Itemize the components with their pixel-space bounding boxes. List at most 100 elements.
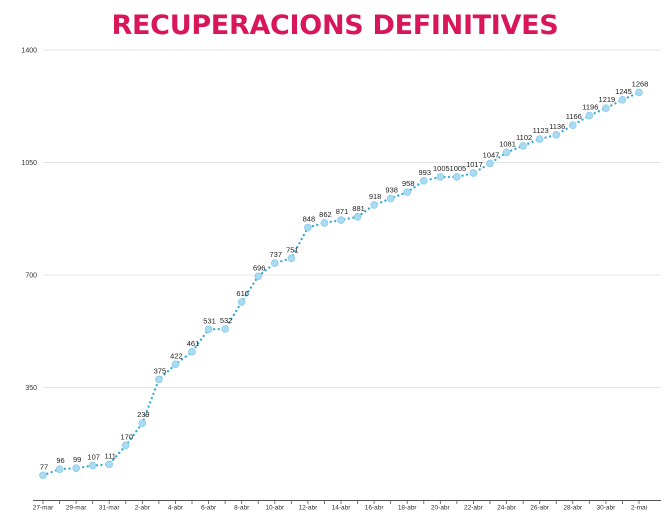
data-label: 461 <box>187 339 200 348</box>
data-point <box>304 223 312 232</box>
data-point <box>453 173 461 181</box>
data-label: 938 <box>385 186 398 195</box>
x-tick-label: 29-mar <box>66 505 87 512</box>
data-point <box>55 465 64 473</box>
data-point <box>618 96 627 104</box>
x-tick-label: 28-abr <box>563 505 583 512</box>
x-tick-label: 24-abr <box>497 505 517 512</box>
x-tick-label: 20-abr <box>431 505 451 512</box>
data-point <box>237 298 246 306</box>
data-label: 96 <box>56 456 64 465</box>
data-label: 862 <box>319 210 332 219</box>
data-label: 1123 <box>533 126 549 135</box>
data-label: 848 <box>303 214 316 223</box>
y-tick-label: 700 <box>25 273 37 280</box>
x-tick-label: 30-abr <box>596 505 616 512</box>
data-label: 1017 <box>466 160 483 169</box>
data-label: 375 <box>154 366 167 375</box>
data-label: 737 <box>270 250 283 259</box>
x-tick-label: 27-mar <box>33 505 54 512</box>
data-point <box>386 194 395 203</box>
data-point <box>370 201 378 209</box>
data-label: 1005 <box>433 164 450 173</box>
data-label: 99 <box>73 455 81 464</box>
data-points <box>39 88 643 480</box>
data-point <box>204 325 213 334</box>
data-point <box>39 471 47 480</box>
data-label: 958 <box>402 179 415 188</box>
data-label: 1268 <box>632 79 649 88</box>
data-point <box>635 88 643 97</box>
data-label: 871 <box>336 207 349 216</box>
data-point <box>320 219 329 227</box>
data-point <box>502 148 511 157</box>
data-label: 616 <box>236 289 249 298</box>
data-point <box>88 461 97 470</box>
data-label: 77 <box>40 462 48 471</box>
data-label: 1102 <box>516 133 532 142</box>
x-tick-label: 22-abr <box>464 505 484 512</box>
y-tick-label: 350 <box>25 385 37 392</box>
x-axis-ticks: 27-mar 29-mar 31-mar 2-abr 4-abr 6-abr 8-abr 10… <box>33 505 647 512</box>
data-point <box>535 135 544 143</box>
data-point <box>72 464 80 472</box>
data-point <box>171 360 180 369</box>
data-label: 170 <box>121 432 134 441</box>
data-label: 1219 <box>599 95 616 104</box>
x-tick-label: 8-abr <box>234 505 250 512</box>
x-tick-label: 26-abr <box>530 505 550 512</box>
data-point <box>419 177 428 185</box>
data-label: 532 <box>220 316 233 325</box>
series-line <box>41 91 641 477</box>
data-point <box>585 111 594 120</box>
data-point <box>221 325 229 333</box>
y-axis-ticks: 350 700 1050 1400 <box>21 48 37 393</box>
data-point <box>105 460 114 469</box>
x-tick-label: 12-abr <box>298 505 318 512</box>
x-tick-label: 6-abr <box>201 505 217 512</box>
x-tick-label: 18-abr <box>398 505 418 512</box>
data-point <box>403 188 412 196</box>
data-point <box>469 169 478 177</box>
y-tick-label: 1400 <box>21 48 37 55</box>
data-point <box>155 375 163 384</box>
data-label: 751 <box>286 245 299 254</box>
data-label: 1245 <box>615 87 632 96</box>
data-point <box>353 213 362 221</box>
x-tick-label: 2-mai <box>631 505 647 512</box>
chart-title: RECUPERACIONS DEFINITIVES <box>111 10 559 41</box>
data-label: 881 <box>352 204 365 213</box>
data-point <box>602 104 610 112</box>
data-label: 107 <box>87 453 100 462</box>
data-label: 1196 <box>582 103 598 112</box>
x-tick-label: 31-mar <box>99 505 120 512</box>
data-label: 111 <box>105 451 116 460</box>
x-tick-label: 10-abr <box>265 505 285 512</box>
x-tick-label: 16-abr <box>365 505 385 512</box>
data-label: 696 <box>253 263 266 272</box>
data-point <box>337 216 345 224</box>
series-line-path <box>41 91 641 477</box>
grid-lines <box>43 49 661 388</box>
data-label: 1166 <box>566 112 582 121</box>
data-label: 993 <box>419 168 432 177</box>
data-point <box>552 131 561 139</box>
data-point <box>436 173 445 181</box>
data-point <box>519 141 527 150</box>
data-label: 239 <box>137 410 150 419</box>
data-point <box>188 348 196 356</box>
data-point <box>270 259 279 267</box>
data-point <box>254 272 263 281</box>
data-label: 1136 <box>549 122 565 131</box>
x-axis <box>33 500 661 504</box>
data-point <box>486 159 494 168</box>
data-label: 531 <box>203 316 216 325</box>
data-label: 918 <box>369 192 382 201</box>
data-label: 1047 <box>483 150 500 159</box>
x-tick-label: 4-abr <box>168 505 184 512</box>
x-tick-label: 14-abr <box>332 505 352 512</box>
data-label: 1081 <box>499 140 516 149</box>
x-tick-label: 2-abr <box>135 505 151 512</box>
data-point <box>121 441 130 450</box>
